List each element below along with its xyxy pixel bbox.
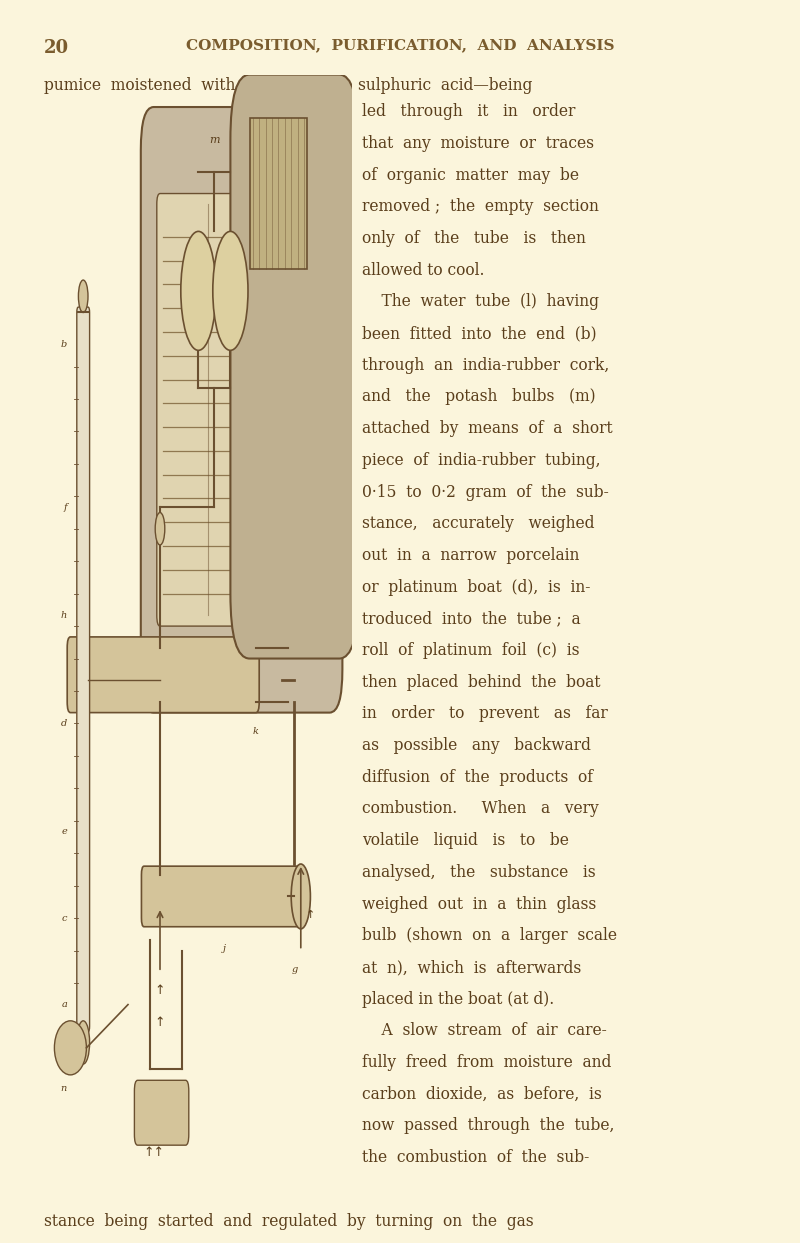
FancyBboxPatch shape bbox=[77, 307, 90, 1032]
Text: 0·15  to  0·2  gram  of  the  sub-: 0·15 to 0·2 gram of the sub- bbox=[362, 484, 609, 501]
Text: only  of   the   tube   is   then: only of the tube is then bbox=[362, 230, 586, 247]
Text: carbon  dioxide,  as  before,  is: carbon dioxide, as before, is bbox=[362, 1086, 602, 1103]
Text: attached  by  means  of  a  short: attached by means of a short bbox=[362, 420, 613, 438]
Text: f: f bbox=[63, 502, 67, 512]
Text: piece  of  india-rubber  tubing,: piece of india-rubber tubing, bbox=[362, 451, 601, 469]
Text: the  combustion  of  the  sub-: the combustion of the sub- bbox=[362, 1149, 590, 1166]
Text: n: n bbox=[61, 1084, 67, 1093]
Text: b: b bbox=[61, 341, 67, 349]
Text: h: h bbox=[61, 610, 67, 620]
Text: d: d bbox=[61, 718, 67, 728]
Text: placed in the boat (at d).: placed in the boat (at d). bbox=[362, 991, 554, 1008]
Text: j: j bbox=[222, 943, 226, 952]
Text: allowed to cool.: allowed to cool. bbox=[362, 262, 485, 278]
Text: that  any  moisture  or  traces: that any moisture or traces bbox=[362, 134, 594, 152]
Circle shape bbox=[291, 864, 310, 929]
Text: a: a bbox=[62, 1001, 67, 1009]
FancyBboxPatch shape bbox=[67, 636, 259, 712]
Text: 20: 20 bbox=[44, 39, 69, 56]
FancyBboxPatch shape bbox=[230, 75, 358, 659]
Text: and   the   potash   bulbs   (m): and the potash bulbs (m) bbox=[362, 388, 596, 405]
Text: through  an  india-rubber  cork,: through an india-rubber cork, bbox=[362, 357, 610, 374]
Text: analysed,   the   substance   is: analysed, the substance is bbox=[362, 864, 596, 881]
Text: diffusion  of  the  products  of: diffusion of the products of bbox=[362, 768, 594, 786]
Text: led   through   it   in   order: led through it in order bbox=[362, 103, 576, 121]
Circle shape bbox=[213, 231, 248, 351]
Text: ↑: ↑ bbox=[306, 910, 315, 920]
Text: volatile   liquid   is   to   be: volatile liquid is to be bbox=[362, 833, 570, 849]
Text: The  water  tube  (l)  having: The water tube (l) having bbox=[362, 293, 599, 311]
Text: fully  freed  from  moisture  and: fully freed from moisture and bbox=[362, 1054, 612, 1071]
Circle shape bbox=[181, 231, 216, 351]
Text: Fig. 8.: Fig. 8. bbox=[318, 557, 330, 599]
Text: as   possible   any   backward: as possible any backward bbox=[362, 737, 591, 755]
Text: weighed  out  in  a  thin  glass: weighed out in a thin glass bbox=[362, 895, 597, 912]
Text: in   order   to   prevent   as   far: in order to prevent as far bbox=[362, 705, 608, 722]
FancyBboxPatch shape bbox=[142, 866, 300, 927]
Text: c: c bbox=[62, 914, 67, 922]
Text: m: m bbox=[209, 135, 220, 145]
FancyBboxPatch shape bbox=[134, 1080, 189, 1145]
Text: stance  being  started  and  regulated  by  turning  on  the  gas: stance being started and regulated by tu… bbox=[44, 1213, 534, 1231]
Circle shape bbox=[78, 280, 88, 312]
Bar bbox=[250, 118, 307, 270]
Text: COMPOSITION,  PURIFICATION,  AND  ANALYSIS: COMPOSITION, PURIFICATION, AND ANALYSIS bbox=[186, 39, 614, 52]
FancyBboxPatch shape bbox=[141, 107, 342, 712]
Text: bulb  (shown  on  a  larger  scale: bulb (shown on a larger scale bbox=[362, 927, 618, 945]
Text: pumice  moistened  with  concentrated  sulphuric  acid—being: pumice moistened with concentrated sulph… bbox=[44, 77, 532, 94]
Text: at  n),  which  is  afterwards: at n), which is afterwards bbox=[362, 960, 582, 976]
Text: e: e bbox=[62, 827, 67, 837]
Text: ↑: ↑ bbox=[154, 1017, 166, 1029]
Text: g: g bbox=[291, 965, 298, 975]
Ellipse shape bbox=[54, 1021, 86, 1075]
Text: ↑↑: ↑↑ bbox=[143, 1146, 164, 1158]
Text: ↑: ↑ bbox=[154, 983, 166, 997]
Text: out  in  a  narrow  porcelain: out in a narrow porcelain bbox=[362, 547, 580, 564]
Text: been  fitted  into  the  end  (b): been fitted into the end (b) bbox=[362, 326, 597, 342]
Text: or  platinum  boat  (d),  is  in-: or platinum boat (d), is in- bbox=[362, 578, 590, 595]
Text: then  placed  behind  the  boat: then placed behind the boat bbox=[362, 674, 601, 691]
Text: now  passed  through  the  tube,: now passed through the tube, bbox=[362, 1117, 614, 1135]
Text: troduced  into  the  tube ;  a: troduced into the tube ; a bbox=[362, 610, 581, 628]
Text: stance,   accurately   weighed: stance, accurately weighed bbox=[362, 515, 595, 532]
Text: A  slow  stream  of  air  care-: A slow stream of air care- bbox=[362, 1022, 607, 1039]
Text: combustion.     When   a   very: combustion. When a very bbox=[362, 800, 599, 818]
Text: k: k bbox=[253, 727, 259, 736]
Text: removed ;  the  empty  section: removed ; the empty section bbox=[362, 198, 599, 215]
Text: of  organic  matter  may  be: of organic matter may be bbox=[362, 167, 579, 184]
Circle shape bbox=[77, 1021, 90, 1064]
Text: roll  of  platinum  foil  (c)  is: roll of platinum foil (c) is bbox=[362, 641, 580, 659]
FancyBboxPatch shape bbox=[157, 194, 323, 626]
Circle shape bbox=[155, 512, 165, 544]
